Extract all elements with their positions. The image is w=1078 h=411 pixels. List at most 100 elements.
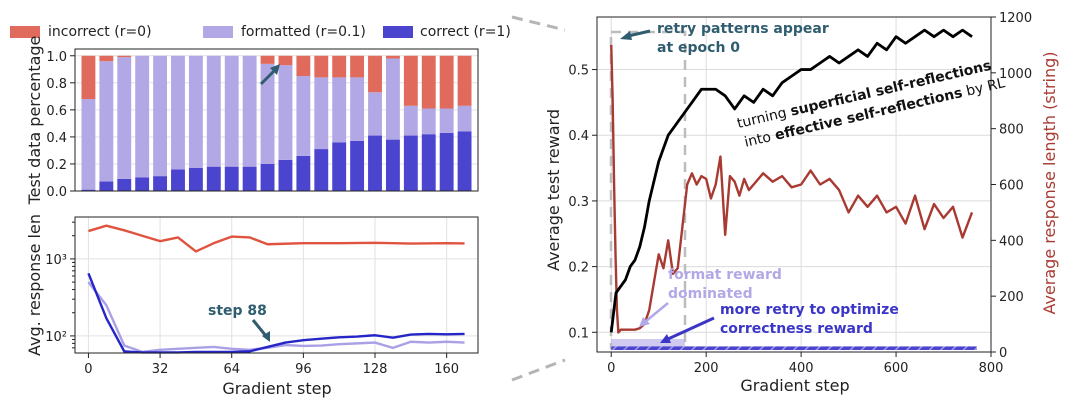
bar-segment [296, 155, 311, 191]
reward-right-tick-label: 800 [999, 123, 1024, 138]
response-len-y-label: Avg. response len [25, 214, 44, 356]
bar-segment [350, 77, 365, 141]
legend-swatch-formatted [203, 26, 233, 38]
zoom-connector [511, 15, 566, 382]
bar-segment [81, 189, 96, 191]
reward-left-tick-label: 0.3 [568, 195, 589, 210]
bar-segment [350, 55, 365, 78]
len-x-tick-label: 64 [223, 362, 240, 377]
reward-left-tick-label: 0.4 [568, 129, 589, 144]
legend-swatch-incorrect [10, 26, 40, 38]
bar-segment [421, 134, 436, 191]
bar-segment [296, 55, 311, 77]
bar-segment [153, 55, 168, 177]
retry-patterns-annotation: retry patterns appear at epoch 0 [620, 21, 829, 56]
bar-segment [260, 55, 275, 64]
format-reward-annotation: format reward dominated [639, 267, 782, 327]
len-x-tick-label: 128 [363, 362, 388, 377]
reward-x-tick-label: 0 [607, 361, 615, 376]
reward-right-tick-label: 1200 [999, 11, 1032, 26]
bar-segment [81, 55, 96, 100]
bar-segment [421, 55, 436, 109]
bar-chart-y-ticks: 0.0 0.2 0.4 0.6 0.8 1.0 [46, 50, 75, 200]
legend-swatch-correct [383, 26, 413, 38]
bar-segment [332, 77, 347, 143]
retry-patterns-line-1: retry patterns appear [657, 21, 829, 37]
reward-chart-right-y-label: Average response length (string) [1040, 51, 1059, 314]
bar-segment [314, 149, 329, 191]
bar-segment [242, 55, 257, 167]
bar-segment [350, 140, 365, 191]
reward-left-tick-label: 0.5 [568, 64, 589, 79]
bar-chart-bars [81, 55, 472, 191]
bar-chart-y-label: Test data percentage [25, 36, 44, 206]
bar-y-tick-label: 0.6 [46, 104, 67, 119]
bar-segment [296, 76, 311, 156]
bar-segment [403, 105, 418, 136]
len-y-tick-label: 10³ [45, 253, 67, 268]
reward-left-tick-label: 0.2 [568, 261, 589, 276]
reward-x-tick-label: 400 [789, 361, 814, 376]
reward-chart-series [609, 28, 977, 350]
response-length-line [610, 44, 974, 334]
bar-segment [403, 135, 418, 191]
bar-y-tick-label: 0.8 [46, 77, 67, 92]
bar-segment [368, 55, 382, 93]
bar-chart-frame [74, 48, 479, 192]
bar-segment [117, 55, 132, 58]
bar-y-tick-label: 0.2 [46, 158, 67, 173]
reward-right-tick-label: 200 [999, 290, 1024, 305]
bar-segment [457, 131, 472, 191]
len-x-tick-label: 160 [434, 362, 459, 377]
reward-right-tick-label: 600 [999, 179, 1024, 194]
more-retry-annotation: more retry to optimize correctness rewar… [660, 302, 899, 343]
bar-segment [403, 55, 418, 106]
bar-segment [457, 105, 472, 132]
legend: incorrect (r=0) formatted (r=0.1) correc… [10, 24, 511, 40]
len-x-tick-label: 96 [295, 362, 312, 377]
bar-segment [224, 166, 239, 191]
reward-chart-left-y-label: Average test reward [544, 109, 563, 271]
bar-segment [117, 178, 132, 191]
bar-segment [188, 168, 203, 191]
len-series-line [87, 272, 465, 354]
bar-segment [99, 55, 114, 62]
reward-bottom-band [611, 346, 977, 350]
bar-segment [457, 55, 472, 106]
reward-x-tick-label: 200 [694, 361, 719, 376]
bar-segment [135, 177, 150, 191]
bar-segment [439, 55, 454, 109]
len-x-tick-label: 0 [84, 362, 92, 377]
bar-segment [278, 159, 293, 191]
legend-label-formatted: formatted (r=0.1) [241, 24, 366, 40]
bar-segment [439, 108, 454, 133]
reward-right-tick-label: 1000 [999, 67, 1032, 82]
more-retry-line-2: correctness reward [720, 321, 873, 337]
bar-segment [99, 61, 114, 182]
bar-segment [332, 142, 347, 191]
response-len-ticks: 0 32 64 96 128 160 10² 10³ [45, 221, 459, 377]
bar-segment [314, 55, 329, 78]
retry-patterns-line-2: at epoch 0 [657, 40, 740, 56]
bar-segment [385, 139, 400, 191]
bar-segment [278, 55, 293, 66]
bar-y-tick-label: 1.0 [46, 50, 67, 65]
response-len-x-label: Gradient step [222, 379, 331, 398]
bar-segment [206, 166, 221, 191]
test-reward-line [609, 28, 973, 333]
response-len-frame [74, 216, 479, 354]
bar-segment [278, 65, 293, 160]
format-reward-line-1: format reward [668, 267, 782, 283]
bar-segment [171, 169, 185, 191]
reward-right-tick-label: 0 [999, 346, 1007, 361]
bar-chart: 0.0 0.2 0.4 0.6 0.8 1.0 Test data percentage [25, 36, 479, 206]
response-len-chart: 0 32 64 96 128 160 10² 10³ Avg. response len Gr… [25, 214, 479, 398]
reward-x-tick-label: 600 [884, 361, 909, 376]
response-len-series [87, 224, 465, 354]
reward-right-tick-label: 400 [999, 234, 1024, 249]
bar-y-tick-label: 0.0 [46, 185, 67, 200]
bar-segment [242, 166, 257, 191]
len-x-tick-label: 32 [152, 362, 169, 377]
more-retry-line-1: more retry to optimize [720, 302, 899, 318]
